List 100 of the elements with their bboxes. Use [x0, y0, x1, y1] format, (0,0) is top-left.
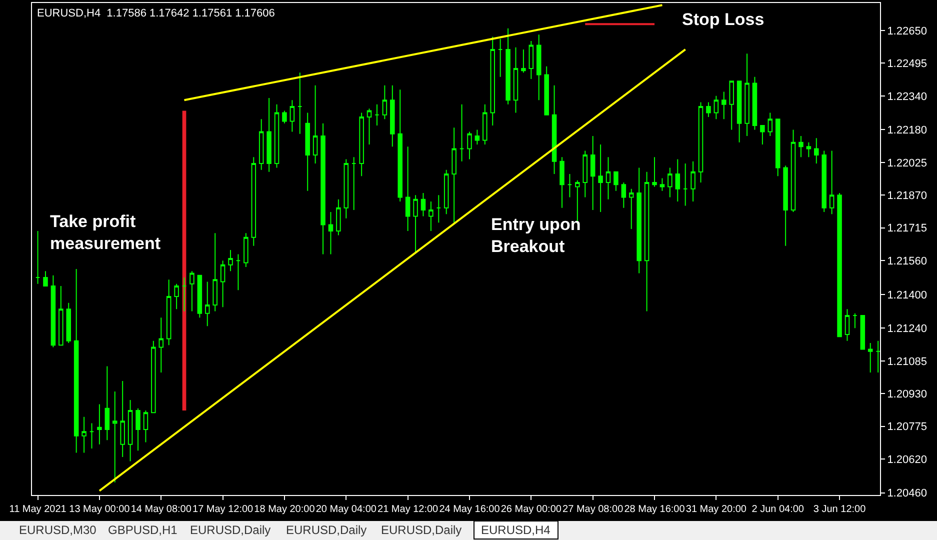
candlestick: [628, 188, 634, 230]
candlestick: [714, 95, 719, 120]
y-tick-label: 1.21870: [887, 190, 927, 202]
candlestick: [829, 150, 834, 215]
candlestick: [82, 416, 86, 454]
candlestick: [420, 192, 426, 217]
candlestick: [552, 84, 557, 175]
candlestick: [644, 171, 650, 312]
candlestick: [89, 422, 94, 450]
x-tick-label: 13 May 00:00: [69, 504, 130, 515]
y-tick-label: 1.20460: [887, 488, 927, 500]
candlestick: [706, 102, 711, 118]
candlestick: [97, 404, 102, 445]
annotation: Entry upon Breakout: [491, 215, 581, 256]
candlestick: [382, 84, 388, 120]
x-tick-label: 17 May 12:00: [192, 504, 254, 515]
candlestick: [474, 129, 480, 145]
candlestick: [182, 277, 187, 312]
text: EURUSD,Daily: [286, 523, 367, 537]
y-tick-label: 1.22025: [887, 157, 927, 170]
candlestick: [621, 182, 626, 208]
x-tick-label: 3 Jun 12:00: [813, 504, 866, 515]
candlestick: [328, 212, 334, 255]
candlestick: [66, 302, 72, 344]
y-tick-label: 1.21240: [887, 323, 927, 336]
candlestick: [197, 274, 202, 318]
candlestick: [814, 138, 819, 164]
annotation: Stop Loss: [682, 10, 764, 29]
candlestick: [736, 80, 742, 143]
candlestick: [112, 391, 118, 483]
candlestick: [251, 156, 256, 246]
candlestick: [598, 144, 603, 213]
candlestick: [258, 118, 264, 170]
candlestick: [104, 366, 110, 441]
candlestick: [374, 104, 380, 126]
candlestick: [544, 66, 549, 116]
candlestick: [43, 270, 48, 286]
candlestick: [366, 108, 372, 145]
candlestick: [467, 131, 472, 160]
x-tick-label: 2 Jun 04:00: [752, 504, 804, 515]
y-tick-label: 1.22495: [887, 58, 927, 70]
candlestick: [244, 232, 248, 268]
candlestick: [852, 312, 858, 329]
candlestick: [204, 281, 210, 327]
candlestick: [336, 198, 341, 236]
candlestick: [560, 156, 564, 208]
candlestick: [822, 150, 826, 213]
x-tick-label: 21 May 12:00: [378, 504, 439, 515]
candlestick: [236, 254, 241, 291]
candlestick: [351, 156, 356, 210]
candlestick: [398, 89, 402, 202]
candlestick: [344, 158, 349, 219]
candlestick: [312, 84, 318, 164]
x-tick-label: 28 May 16:00: [624, 504, 686, 515]
text: EURUSD,Daily: [381, 523, 462, 537]
candlestick: [282, 110, 287, 124]
candlestick: [775, 118, 780, 177]
candlestick: [690, 160, 696, 202]
candlestick: [768, 112, 773, 137]
x-tick-label: 31 May 20:00: [686, 504, 747, 515]
candlestick: [536, 34, 542, 101]
x-tick-label: 24 May 16:00: [439, 504, 500, 515]
chart-title: EURUSD,H4 1.17586 1.17642 1.17561 1.17606: [37, 8, 275, 20]
candlestick: [459, 104, 464, 162]
x-tick-label: 11 May 2021: [9, 504, 67, 515]
candlestick: [35, 230, 40, 284]
candlestick: [444, 169, 449, 215]
candlestick: [521, 48, 526, 74]
candlestick: [698, 102, 704, 183]
candlestick: [359, 112, 364, 177]
candlestick: [868, 342, 873, 374]
candlestick: [752, 76, 758, 130]
candlestick: [790, 129, 796, 213]
candlestick: [513, 46, 518, 114]
candlestick: [798, 136, 804, 158]
candlestick: [266, 98, 272, 172]
y-tick-label: 1.20775: [887, 421, 927, 434]
candlestick: [860, 315, 866, 350]
y-tick-label: 1.21400: [887, 289, 927, 302]
candlestick: [606, 156, 611, 200]
text: EURUSD,M30: [19, 523, 97, 537]
x-tick-label: 20 May 04:00: [316, 504, 377, 515]
text: EURUSD,Daily: [190, 523, 271, 537]
y-tick-label: 1.22180: [887, 124, 927, 137]
candlestick: [744, 53, 750, 137]
candlestick: [660, 178, 665, 192]
candlestick: [428, 200, 434, 232]
y-tick-label: 1.20620: [887, 454, 927, 466]
candlestick: [436, 194, 442, 224]
candlestick: [220, 260, 226, 308]
candlestick: [452, 127, 456, 224]
candlestick: [722, 91, 726, 120]
candlestick: [143, 410, 148, 443]
x-tick-label: 27 May 08:00: [562, 504, 624, 515]
candlestick: [228, 250, 233, 272]
y-tick-label: 1.21560: [887, 255, 927, 268]
candlestick: [636, 167, 642, 274]
candlestick: [490, 36, 496, 126]
candlestick: [166, 279, 172, 346]
candlestick: [482, 104, 488, 145]
